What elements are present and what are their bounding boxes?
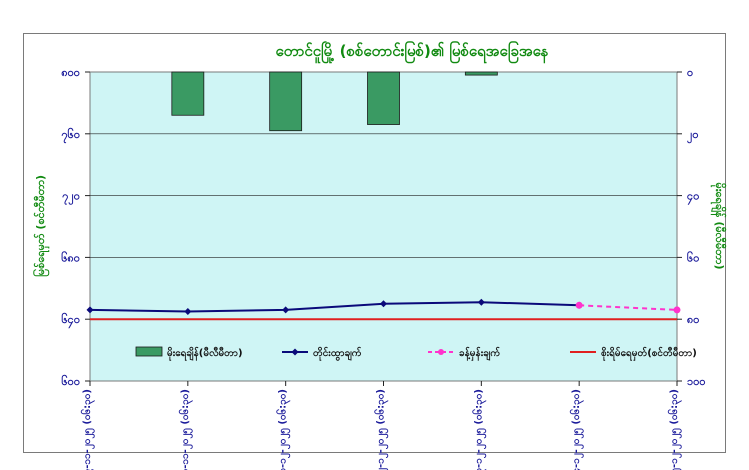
y-tick-label: ၆၈၀ bbox=[61, 251, 80, 264]
y2-axis-title: မိုးရေချိန် (မီလီမီတာ) bbox=[710, 183, 727, 270]
rain-bar bbox=[269, 71, 303, 132]
rain-bar bbox=[171, 71, 205, 116]
forecast-point bbox=[673, 306, 681, 314]
chart-title: တောင်ငူမြို့ (စစ်တောင်းမြစ်)၏ မြစ်ရေအခြေ… bbox=[275, 40, 548, 64]
x-tick-label: ၂၉-၁၁-၂၀၂၅ (၀၆:၃၀) bbox=[80, 389, 96, 470]
y-tick-label: ၆၀၀ bbox=[61, 375, 80, 388]
x-tick-label: ၂-၁၂-၂၀၂၅ (၀၆:၃၀) bbox=[374, 389, 390, 470]
y-tick-label: ၇၆၀ bbox=[61, 128, 80, 144]
legend-marker bbox=[291, 348, 299, 356]
rain-bar bbox=[464, 71, 498, 76]
y2-tick-label: ၆၀ bbox=[687, 251, 699, 264]
y-tick-label: ၈၀၀ bbox=[61, 66, 80, 79]
legend-swatch-rain bbox=[135, 346, 163, 357]
legend-label: ခန့်မှန်းချက် bbox=[459, 346, 500, 362]
observed-point bbox=[86, 306, 94, 314]
y2-tick-label: ၈၀ bbox=[687, 313, 699, 326]
y-axis-title: မြစ်ရေမှတ် (စင်တီမီတာ) bbox=[32, 175, 50, 277]
forecast-point bbox=[575, 301, 583, 309]
legend-label: စိုးရိမ်ရေမှတ်(စင်တီမီတာ) bbox=[601, 346, 697, 362]
forecast-line bbox=[579, 304, 678, 311]
y2-tick-label: ၀ bbox=[687, 66, 693, 79]
y-tick-label: ၆၄၀ bbox=[61, 313, 80, 329]
rain-bar bbox=[367, 71, 400, 125]
legend-label: မိုးရေချိန်(မီလီမီတာ) bbox=[167, 346, 243, 362]
legend: မိုးရေချိန်(မီလီမီတာ) တိုင်းထွာချက် ခန့်မှ… bbox=[135, 346, 697, 362]
x-tick-label: ၅-၁၂-၂၀၂၅ (၀၆:၃၀) bbox=[667, 389, 683, 470]
legend-label: တိုင်းထွာချက် bbox=[313, 346, 362, 362]
y2-tick-label: ၄၀ bbox=[687, 190, 699, 206]
observed-point bbox=[477, 298, 485, 306]
observed-line bbox=[89, 301, 580, 313]
x-tick-label: ၃၀-၁၁-၂၀၂၅ (၀၆:၃၀) bbox=[178, 389, 194, 470]
legend-marker bbox=[438, 349, 444, 355]
observed-point bbox=[380, 300, 387, 308]
x-tick-label: ၄-၁၂-၂၀၂၅ (၀၆:၃၀) bbox=[569, 389, 585, 470]
plot-area: ၆၀၀ ၆၄၀ ၆၈၀ ၇၂၀ ၇၆၀ ၈၀၀ ၀၂၀၄၀၆၀၈၀၁၀၀၂၉-၁၁-၂၀၂၅… bbox=[61, 66, 705, 470]
observed-point bbox=[184, 307, 192, 315]
x-tick-label: ၁-၁၂-၂၀၂၅ (၀၆:၃၀) bbox=[276, 389, 292, 470]
y2-tick-label: ၁၀၀ bbox=[687, 375, 706, 388]
observed-point bbox=[282, 306, 290, 314]
y2-tick-label: ၂၀ bbox=[687, 128, 699, 144]
x-tick-label: ၃-၁၂-၂၀၂၅ (၀၆:၃၀) bbox=[471, 389, 487, 470]
y-tick-label: ၇၂၀ bbox=[62, 190, 80, 206]
